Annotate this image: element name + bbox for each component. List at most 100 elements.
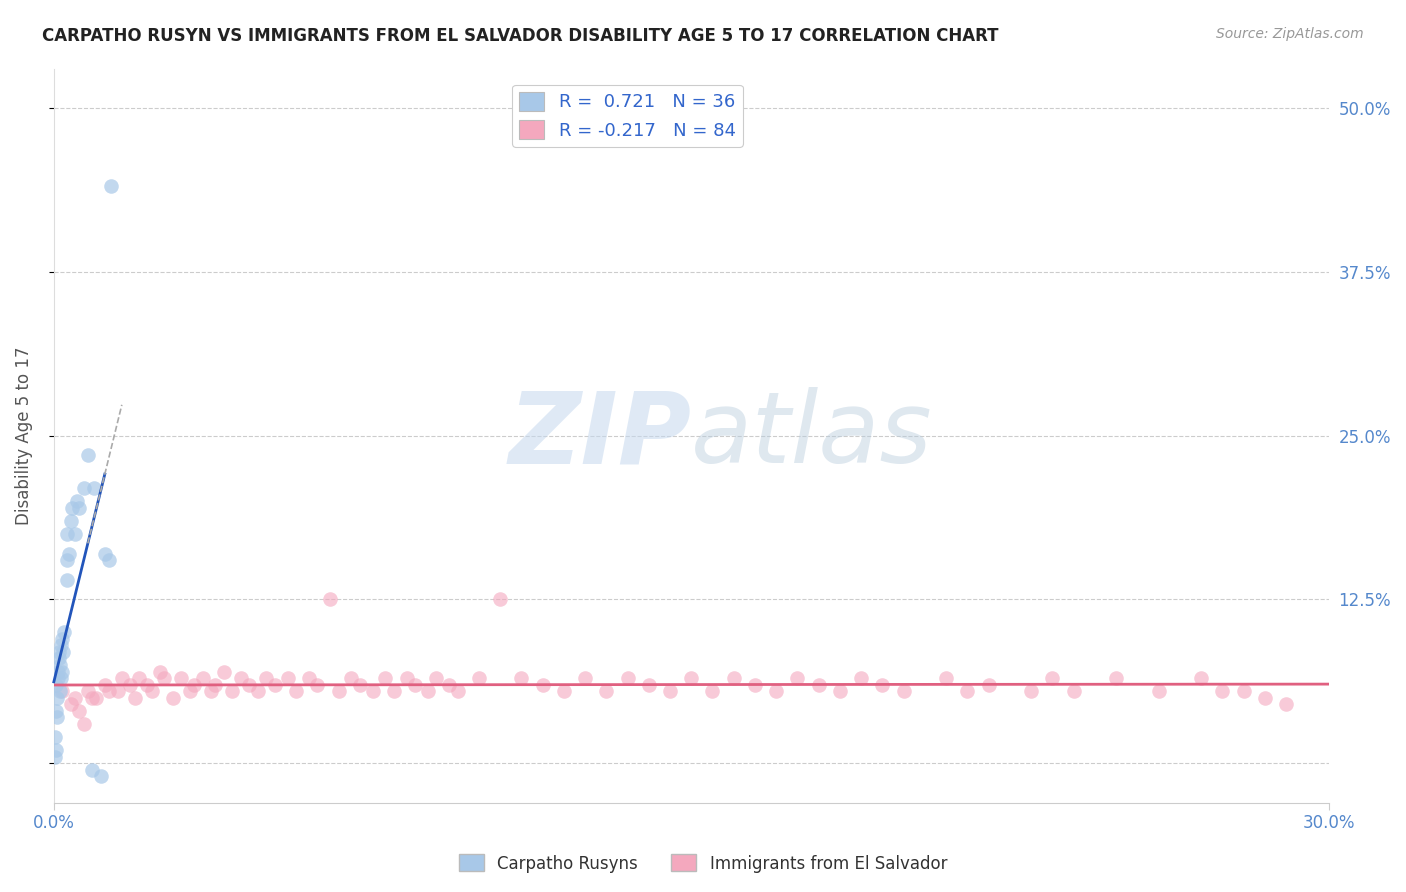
Point [935,671,957,685]
Point [51,671,73,685]
Point [83,481,105,495]
Point [1063,684,1085,698]
Point [349,678,371,692]
Point [72,481,94,495]
Point [468,671,491,685]
Point [744,678,766,692]
Point [76,684,98,698]
Point [702,684,724,698]
Point [51,665,73,679]
Point [246,684,269,698]
Point [1189,671,1212,685]
Point [659,684,682,698]
Point [63,527,86,541]
Point [90,769,112,783]
Point [183,678,205,692]
Point [510,671,533,685]
Point [49,657,72,672]
Point [55,553,77,567]
Point [149,665,172,679]
Point [553,684,575,698]
Point [111,671,134,685]
Point [141,684,163,698]
Point [107,684,129,698]
Point [307,678,329,692]
Point [120,678,142,692]
Point [681,671,703,685]
Y-axis label: Disability Age 5 to 17: Disability Age 5 to 17 [15,346,32,524]
Point [45,704,67,718]
Point [55,573,77,587]
Point [328,684,350,698]
Point [1019,684,1042,698]
Point [425,671,447,685]
Point [100,179,122,194]
Point [1105,671,1128,685]
Point [319,592,342,607]
Point [170,671,193,685]
Point [52,645,75,659]
Text: atlas: atlas [692,387,932,484]
Point [136,678,159,692]
Point [124,690,146,705]
Point [574,671,596,685]
Point [48,645,70,659]
Point [179,684,201,698]
Text: Source: ZipAtlas.com: Source: ZipAtlas.com [1216,27,1364,41]
Point [48,651,70,665]
Point [531,678,554,692]
Point [51,632,73,646]
Point [49,684,72,698]
Point [374,671,396,685]
Point [94,678,117,692]
Point [1233,684,1256,698]
Point [153,671,176,685]
Point [200,684,222,698]
Point [212,665,235,679]
Point [80,763,103,777]
Point [49,638,72,652]
Point [956,684,979,698]
Point [404,678,426,692]
Point [98,553,121,567]
Point [191,671,214,685]
Point [277,671,299,685]
Point [60,500,83,515]
Point [67,704,90,718]
Legend: R =  0.721   N = 36, R = -0.217   N = 84: R = 0.721 N = 36, R = -0.217 N = 84 [512,85,744,147]
Point [51,684,73,698]
Point [786,671,808,685]
Point [80,690,103,705]
Point [361,684,384,698]
Point [1254,690,1277,705]
Point [45,678,67,692]
Point [1211,684,1233,698]
Point [416,684,439,698]
Point [723,671,745,685]
Point [44,749,66,764]
Point [53,625,76,640]
Point [56,527,79,541]
Point [254,671,277,685]
Point [1275,698,1298,712]
Point [395,671,418,685]
Point [86,690,108,705]
Point [893,684,915,698]
Point [595,684,617,698]
Point [162,690,184,705]
Point [72,717,94,731]
Point [59,698,82,712]
Point [58,547,80,561]
Point [807,678,830,692]
Point [94,547,117,561]
Point [63,690,86,705]
Point [872,678,894,692]
Point [340,671,363,685]
Point [76,448,98,462]
Point [229,671,252,685]
Point [828,684,851,698]
Point [44,730,66,744]
Point [1042,671,1064,685]
Point [46,690,69,705]
Point [67,500,90,515]
